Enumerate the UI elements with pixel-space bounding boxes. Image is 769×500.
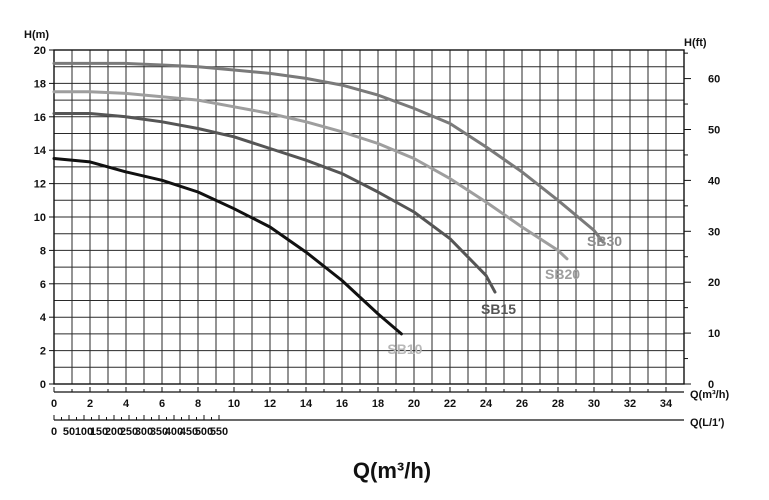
x-m3h-tick-label: 12	[264, 398, 276, 410]
x-m3h-tick-label: 32	[624, 398, 636, 410]
y-left-tick-label: 0	[40, 379, 46, 391]
y-right-tick-label: 50	[708, 124, 720, 136]
y-left-tick-label: 2	[40, 346, 46, 358]
y-left-tick-label: 16	[34, 112, 46, 124]
x-m3h-tick-label: 20	[408, 398, 420, 410]
x-axis-title: Q(m³/h)	[353, 458, 431, 483]
y-left-tick-label: 10	[34, 212, 46, 224]
y-left-tick-label: 6	[40, 279, 46, 291]
x-lmin-tick-label: 0	[51, 426, 57, 438]
x-m3h-tick-label: 0	[51, 398, 57, 410]
y-right-tick-label: 30	[708, 226, 720, 238]
series-label-sb10: SB10	[387, 341, 422, 357]
x-m3h-tick-label: 22	[444, 398, 456, 410]
x-m3h-tick-label: 4	[123, 398, 130, 410]
x-lmin-tick-label: 200	[105, 426, 123, 438]
x-m3h-tick-label: 8	[195, 398, 201, 410]
x-m3h-tick-label: 14	[300, 398, 313, 410]
performance-curves	[52, 61, 605, 336]
x-lmin-tick-label: 100	[75, 426, 93, 438]
x-lmin-tick-label: 150	[90, 426, 108, 438]
x-lmin-tick-label: 250	[120, 426, 138, 438]
curve-sb15	[52, 112, 497, 294]
series-label-sb15: SB15	[481, 301, 516, 317]
chart-grid	[53, 49, 685, 385]
x-lmin-tick-label: 50	[63, 426, 75, 438]
series-label-sb30: SB30	[587, 233, 622, 249]
y-right-tick-label: 0	[708, 379, 714, 391]
curve-sb30	[52, 61, 605, 244]
y-left-tick-label: 14	[34, 145, 47, 157]
y-right-tick-label: 60	[708, 74, 720, 86]
x-lmin-tick-label: 350	[150, 426, 168, 438]
x-axis-lmin-label: Q(L/1′)	[690, 417, 725, 429]
x-m3h-tick-label: 34	[660, 398, 673, 410]
x-m3h-tick-label: 24	[480, 398, 493, 410]
x-m3h-tick-label: 10	[228, 398, 240, 410]
x-m3h-tick-label: 6	[159, 398, 165, 410]
y-left-tick-label: 18	[34, 78, 46, 90]
x-m3h-tick-label: 18	[372, 398, 384, 410]
y-left-tick-label: 12	[34, 179, 46, 191]
x-lmin-tick-label: 300	[135, 426, 153, 438]
y-right-tick-label: 40	[708, 175, 720, 187]
y-right-tick-label: 10	[708, 328, 720, 340]
y-left-tick-label: 8	[40, 245, 46, 257]
x-lmin-tick-label: 400	[165, 426, 183, 438]
x-axis-m3h-label: Q(m³/h)	[690, 389, 729, 401]
y-right-tick-label: 20	[708, 277, 720, 289]
x-m3h-tick-label: 16	[336, 398, 348, 410]
x-m3h-tick-label: 2	[87, 398, 93, 410]
chart-labels: H(m) H(ft) Q(m³/h) Q(L/1′) Q(m³/h) SB10 S…	[24, 29, 729, 483]
y-right-axis-label: H(ft)	[684, 37, 707, 49]
x-lmin-tick-label: 550	[210, 426, 228, 438]
y-left-axis-label: H(m)	[24, 29, 49, 41]
y-left-tick-label: 20	[34, 45, 46, 57]
x-lmin-tick-label: 500	[195, 426, 213, 438]
x-m3h-tick-label: 26	[516, 398, 528, 410]
series-label-sb20: SB20	[545, 266, 580, 282]
y-left-tick-label: 4	[40, 312, 47, 324]
x-m3h-tick-label: 30	[588, 398, 600, 410]
x-m3h-tick-label: 28	[552, 398, 564, 410]
curve-sb10	[52, 157, 403, 336]
curve-sb20	[52, 90, 569, 261]
x-lmin-tick-label: 450	[180, 426, 198, 438]
